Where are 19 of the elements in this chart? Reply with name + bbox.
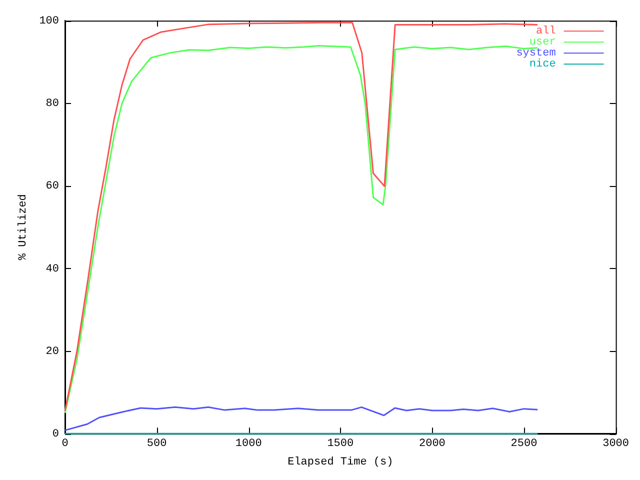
x-tick-label: 2500 <box>510 438 538 450</box>
y-tick-label: 80 <box>46 98 60 110</box>
y-tick-label: 20 <box>46 346 60 358</box>
x-tick-label: 1000 <box>235 438 262 450</box>
y-axis-title: % Utilized <box>18 194 30 260</box>
x-tick-label: 1500 <box>327 438 354 450</box>
x-tick-label: 3000 <box>602 438 629 450</box>
legend-label: system <box>516 48 556 60</box>
y-tick-label: 60 <box>46 180 60 193</box>
legend-label: user <box>529 36 556 49</box>
y-tick-label: 100 <box>39 16 60 28</box>
x-tick-label: 500 <box>146 438 167 450</box>
legend-label: nice <box>529 58 556 71</box>
x-tick-label: 0 <box>62 438 68 450</box>
x-axis-title: Elapsed Time (s) <box>288 456 394 468</box>
y-tick-label: 40 <box>46 263 60 276</box>
x-tick-label: 2000 <box>418 438 446 450</box>
legend-label: all <box>536 26 556 38</box>
y-tick-label: 0 <box>52 428 60 441</box>
